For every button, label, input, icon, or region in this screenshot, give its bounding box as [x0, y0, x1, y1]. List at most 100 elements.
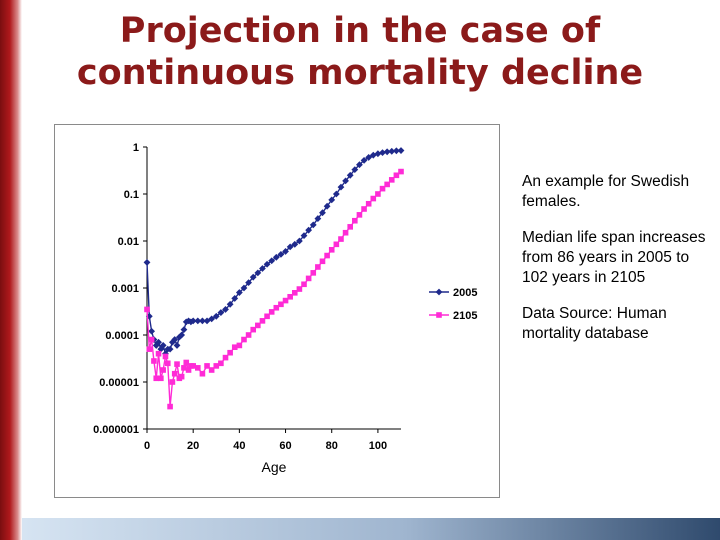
data-point — [347, 224, 353, 230]
data-point — [160, 367, 166, 373]
data-point — [199, 370, 206, 377]
data-point — [300, 232, 308, 240]
data-point — [169, 338, 176, 346]
data-point — [212, 312, 220, 320]
data-point — [236, 342, 243, 349]
data-point — [185, 367, 192, 373]
data-point — [153, 375, 160, 382]
mortality-chart: 1 0.1 0.01 0.001 0.0001 0.00001 0.000001 0 20 40 6… — [93, 142, 477, 475]
data-point — [259, 265, 266, 272]
data-point — [144, 306, 150, 313]
data-point — [310, 270, 317, 276]
data-point — [379, 185, 386, 192]
x-tick-label: 100 — [369, 440, 387, 452]
data-point — [195, 365, 201, 371]
data-point — [309, 221, 317, 229]
bottom-decorative-band — [22, 518, 720, 540]
data-point — [332, 190, 340, 198]
data-point — [282, 297, 289, 304]
data-point — [222, 306, 229, 313]
data-point — [338, 236, 344, 242]
bullet-list: An example for Swedish females. Median l… — [522, 172, 712, 360]
data-point — [314, 215, 322, 222]
data-point — [286, 243, 294, 251]
data-point — [173, 342, 181, 349]
data-point — [218, 360, 224, 367]
data-point — [255, 322, 261, 329]
data-point — [356, 161, 363, 169]
data-point — [151, 358, 157, 364]
y-tick-label: 0.1 — [124, 189, 139, 201]
data-point — [254, 269, 262, 277]
data-point — [208, 315, 216, 323]
data-point — [392, 147, 400, 155]
legend-label-2105: 2105 — [453, 310, 477, 322]
data-point — [361, 206, 367, 212]
data-point — [323, 202, 331, 210]
slide-title: Projection in the case of continuous mor… — [40, 10, 680, 94]
data-point — [155, 338, 162, 346]
data-point — [148, 336, 155, 343]
title-line-1: Projection in the case of — [119, 11, 601, 51]
data-point — [388, 147, 396, 155]
data-point — [171, 336, 179, 343]
data-point — [273, 304, 280, 311]
x-tick-label: 80 — [326, 440, 338, 452]
data-point — [379, 149, 386, 157]
data-point — [157, 345, 165, 353]
data-point — [351, 166, 359, 174]
y-tick-label: 1 — [133, 142, 139, 154]
x-tick-label: 60 — [279, 440, 291, 452]
y-tick-label: 0.01 — [118, 236, 139, 248]
data-point — [159, 342, 167, 349]
data-point — [305, 275, 312, 282]
data-point — [235, 289, 243, 296]
left-decorative-bar — [0, 0, 22, 540]
data-point — [324, 252, 330, 259]
data-point — [146, 346, 153, 352]
legend-marker-2005 — [435, 288, 443, 296]
y-tick-label: 0.00001 — [99, 377, 139, 389]
data-point — [384, 181, 390, 188]
data-point — [143, 259, 151, 266]
data-point — [249, 273, 257, 281]
data-point — [375, 191, 381, 197]
y-tick-label: 0.000001 — [93, 424, 139, 436]
data-point — [222, 354, 229, 361]
data-point — [333, 241, 340, 248]
legend-label-2005: 2005 — [453, 287, 477, 299]
data-point — [342, 229, 349, 236]
data-point — [291, 240, 299, 248]
x-tick-label: 20 — [187, 440, 199, 452]
data-point — [181, 365, 187, 371]
bullet-3: Data Source: Human mortality database — [522, 305, 667, 342]
data-point — [319, 209, 326, 217]
data-point — [383, 148, 391, 156]
data-point — [180, 326, 188, 334]
data-point — [178, 331, 186, 339]
data-point — [263, 260, 271, 268]
data-point — [259, 318, 266, 324]
data-point — [264, 313, 270, 320]
data-point — [287, 293, 293, 300]
data-point — [374, 150, 382, 158]
data-point — [158, 375, 164, 382]
data-point — [245, 332, 252, 338]
data-point — [398, 168, 404, 175]
data-point — [319, 258, 326, 265]
data-point — [231, 344, 238, 351]
data-point — [352, 217, 358, 224]
y-tick-label: 0.0001 — [105, 330, 139, 342]
data-point — [393, 172, 400, 179]
data-point — [164, 360, 171, 367]
data-point — [227, 349, 233, 356]
data-point — [241, 336, 247, 343]
x-tick-label: 40 — [233, 440, 245, 452]
data-point — [315, 264, 321, 270]
data-point — [204, 363, 210, 369]
data-point — [296, 237, 303, 245]
legend-marker-2105 — [436, 312, 442, 318]
data-point — [213, 363, 220, 369]
data-point — [328, 246, 335, 253]
